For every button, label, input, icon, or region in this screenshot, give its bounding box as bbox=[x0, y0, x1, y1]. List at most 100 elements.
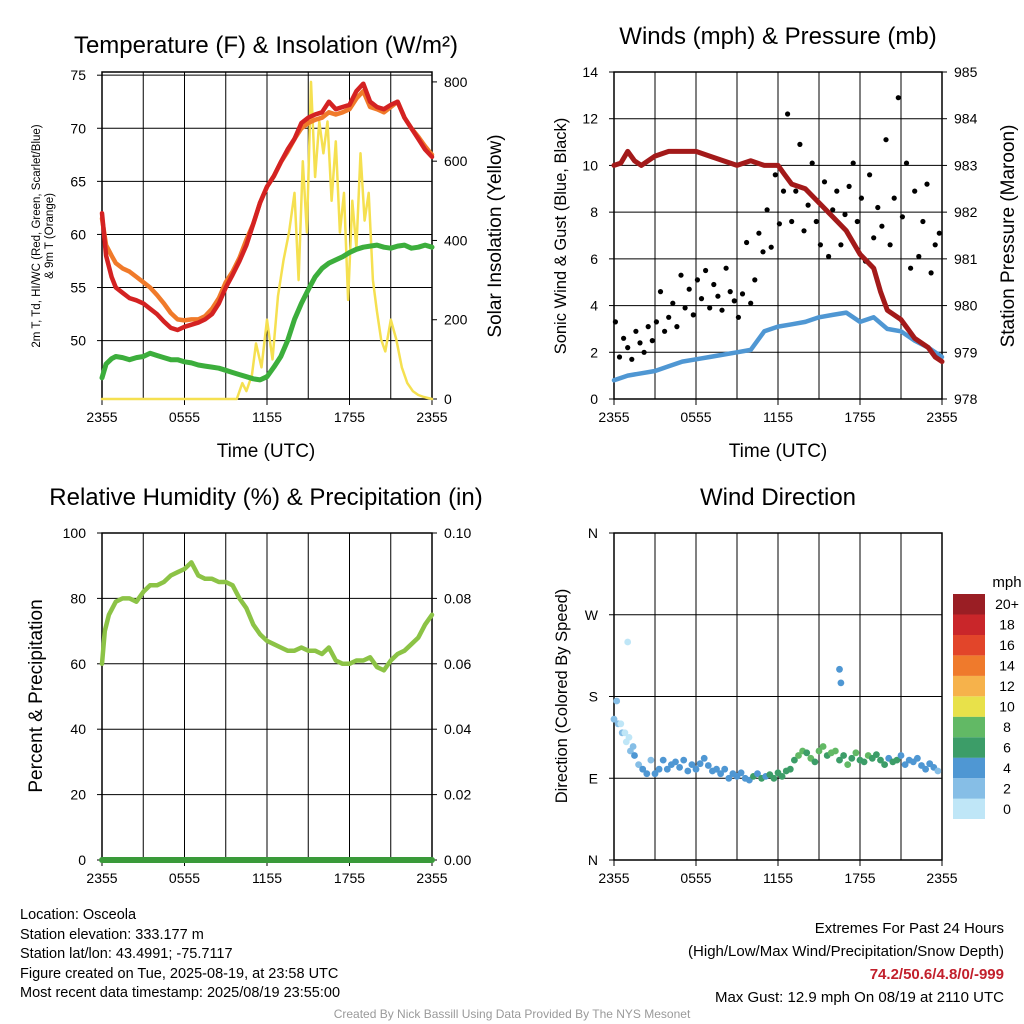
dir-x-tick-label: 2355 bbox=[598, 870, 629, 886]
gust-point bbox=[768, 244, 774, 250]
gust-point bbox=[621, 335, 627, 341]
gust-point bbox=[920, 218, 926, 225]
gust-point bbox=[764, 207, 770, 213]
gust-point bbox=[719, 307, 725, 313]
gust-point bbox=[809, 160, 815, 166]
gust-point bbox=[711, 281, 717, 288]
colorbar-swatch bbox=[953, 655, 985, 676]
direction-point bbox=[680, 756, 688, 764]
gust-point bbox=[899, 214, 906, 220]
direction-point bbox=[914, 754, 921, 762]
temperature-y-label-line2: & 9m T (Orange) bbox=[44, 193, 56, 279]
direction-point bbox=[754, 770, 761, 778]
gust-point bbox=[657, 289, 664, 295]
gust-point bbox=[653, 319, 660, 325]
direction-point bbox=[684, 767, 692, 775]
temperature-panel: Temperature (F) & Insolation (W/m²) 2355… bbox=[31, 32, 506, 462]
gust-point bbox=[891, 195, 897, 201]
temp-y-tick-label: 55 bbox=[70, 280, 86, 296]
extremes-subtitle: (High/Low/Max Wind/Precipitation/Snow De… bbox=[688, 943, 1004, 960]
temp-x-tick-label: 2355 bbox=[86, 409, 117, 425]
direction-point bbox=[704, 762, 712, 769]
dir-y-tick-label: E bbox=[589, 770, 598, 786]
direction-point bbox=[877, 756, 884, 764]
rh-x-tick-label: 2355 bbox=[86, 870, 117, 886]
colorbar-swatch bbox=[953, 716, 985, 738]
temperature-panel-title: Temperature (F) & Insolation (W/m²) bbox=[74, 32, 458, 59]
winds-y-tick-label: 6 bbox=[590, 251, 598, 267]
series-station-pressure bbox=[611, 148, 945, 365]
gust-point bbox=[670, 300, 676, 306]
direction-point bbox=[613, 697, 621, 705]
direction-point bbox=[651, 770, 659, 778]
colorbar-label: 2 bbox=[1003, 780, 1011, 796]
colorbar-swatch bbox=[953, 737, 985, 758]
humidity-panel-title: Relative Humidity (%) & Precipitation (i… bbox=[49, 484, 482, 511]
colorbar-label: 0 bbox=[1003, 801, 1011, 817]
insolation-y2-tick-label: 600 bbox=[444, 153, 468, 169]
temp-x-tick-label: 0555 bbox=[169, 409, 200, 425]
gust-point bbox=[756, 230, 762, 236]
gust-point bbox=[936, 230, 942, 236]
direction-point bbox=[778, 773, 786, 780]
direction-point bbox=[617, 720, 625, 728]
direction-point bbox=[803, 749, 811, 757]
pressure-y2-tick-label: 983 bbox=[954, 157, 978, 173]
winds-x-tick-label: 0555 bbox=[680, 409, 711, 425]
colorbar-label: 4 bbox=[1003, 760, 1011, 776]
temp-y-tick-label: 60 bbox=[70, 226, 86, 242]
direction-point bbox=[610, 715, 618, 723]
direction-point bbox=[635, 761, 642, 768]
dir-x-tick-label: 1155 bbox=[763, 870, 793, 886]
wind-direction-panel: Wind Direction 2355 0555 1155 1755 2355NESWN… bbox=[553, 484, 1022, 886]
winds-x-tick-label: 2355 bbox=[598, 409, 629, 425]
rh-x-tick-label: 2355 bbox=[416, 870, 447, 886]
gust-point bbox=[801, 228, 807, 234]
gust-point bbox=[895, 95, 901, 101]
speed-colorbar: 0 2 4 6 8 10 12 14 16 18 20+ bbox=[953, 594, 1019, 819]
colorbar-label: 12 bbox=[999, 678, 1015, 694]
colorbar-label: 16 bbox=[999, 637, 1015, 653]
gust-point bbox=[707, 305, 713, 311]
precip-y2-tick-label: 0.02 bbox=[444, 787, 471, 803]
gust-point bbox=[698, 296, 705, 302]
gust-point bbox=[666, 314, 672, 320]
colorbar-swatch bbox=[953, 675, 985, 697]
gust-point bbox=[674, 324, 680, 330]
temp-y-tick-label: 50 bbox=[70, 333, 86, 349]
direction-point bbox=[663, 765, 671, 773]
dir-y-tick-label: S bbox=[589, 689, 598, 705]
humidity-panel: Relative Humidity (%) & Precipitation (i… bbox=[26, 484, 483, 886]
pressure-y2-tick-label: 980 bbox=[954, 298, 978, 314]
extremes-values: 74.2/50.6/4.8/0/-999 bbox=[869, 966, 1004, 983]
direction-point bbox=[836, 756, 843, 764]
colorbar-swatch bbox=[953, 798, 985, 819]
gust-point bbox=[793, 188, 799, 194]
rh-x-tick-label: 1755 bbox=[334, 870, 365, 886]
insolation-y2-tick-label: 400 bbox=[444, 232, 468, 248]
direction-point bbox=[737, 769, 745, 777]
winds-x-tick-label: 1155 bbox=[763, 409, 793, 425]
gust-point bbox=[727, 289, 733, 295]
temp-y-tick-label: 65 bbox=[70, 173, 86, 189]
direction-point bbox=[893, 756, 901, 764]
temp-x-tick-label: 2355 bbox=[416, 409, 447, 425]
gust-point bbox=[760, 249, 766, 255]
precip-y2-tick-label: 0.04 bbox=[444, 721, 471, 737]
direction-point bbox=[832, 747, 839, 755]
gust-point bbox=[858, 195, 865, 201]
gust-point bbox=[678, 272, 684, 278]
direction-point bbox=[897, 752, 905, 759]
direction-point bbox=[629, 743, 637, 750]
series-solar-insolation bbox=[100, 80, 434, 401]
station-info: Location: Osceola Station elevation: 333… bbox=[20, 906, 340, 1004]
colorbar-title: mph bbox=[992, 574, 1021, 591]
gust-point bbox=[912, 188, 918, 194]
gust-point bbox=[817, 242, 824, 248]
rh-y-tick-label: 60 bbox=[70, 656, 86, 672]
winds-y-tick-label: 2 bbox=[590, 344, 598, 360]
gust-point bbox=[616, 354, 623, 360]
direction-point bbox=[922, 765, 929, 773]
gust-point bbox=[748, 300, 754, 306]
gust-point bbox=[645, 324, 651, 330]
